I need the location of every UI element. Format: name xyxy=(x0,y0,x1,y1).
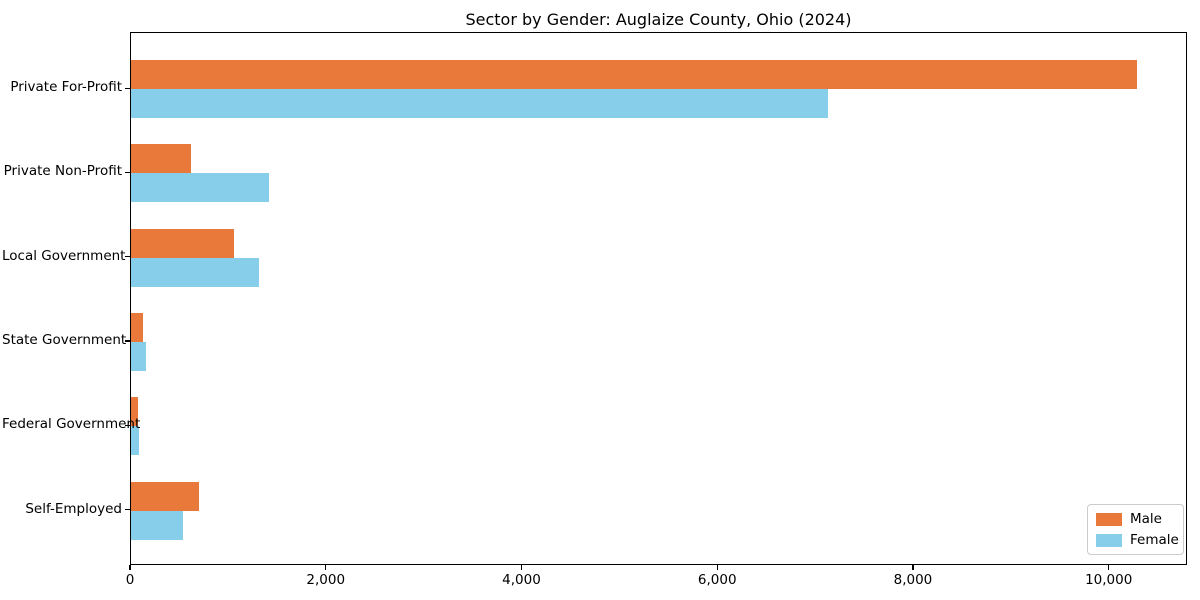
bar-male-private-non-profit xyxy=(131,144,191,174)
legend-label-female: Female xyxy=(1130,532,1179,548)
bar-female-federal-government xyxy=(131,426,139,456)
bar-male-self-employed xyxy=(131,481,199,511)
bar-female-local-government xyxy=(131,257,260,287)
x-tick-label-4000: 4,000 xyxy=(502,572,541,588)
legend-label-male: Male xyxy=(1130,511,1162,527)
y-tick xyxy=(125,171,130,174)
bar-female-self-employed xyxy=(131,510,183,540)
y-tick xyxy=(125,509,130,511)
bar-male-local-government xyxy=(131,228,234,258)
legend-item-male: Male xyxy=(1096,511,1175,527)
male-swatch xyxy=(1096,512,1122,526)
x-tick xyxy=(520,565,523,570)
x-tick xyxy=(912,565,914,570)
legend-item-female: Female xyxy=(1096,532,1179,548)
x-tick-label-6000: 6,000 xyxy=(697,572,737,588)
x-tick xyxy=(129,565,131,570)
chart-title: Sector by Gender: Auglaize County, Ohio … xyxy=(465,10,852,29)
x-tick-label-2000: 2,000 xyxy=(306,572,346,588)
bar-male-federal-government xyxy=(131,397,138,427)
bar-female-private-for-profit xyxy=(131,89,828,118)
y-tick-label-state-government: State Government xyxy=(2,331,127,348)
x-tick-label-8000: 8,000 xyxy=(893,572,933,588)
bar-male-state-government xyxy=(131,312,144,342)
y-tick xyxy=(125,424,130,427)
legend: Male Female xyxy=(1087,504,1184,555)
y-tick-label-private-non-profit: Private Non-Profit xyxy=(3,163,122,180)
x-tick xyxy=(716,565,718,570)
y-tick xyxy=(125,256,130,258)
y-tick-label-local-government: Local Government xyxy=(2,247,126,264)
plot-area: Male Female xyxy=(130,32,1187,565)
bar-female-state-government xyxy=(131,341,146,371)
x-tick-label-10000: 10,000 xyxy=(1085,572,1133,588)
y-tick-label-private-for-profit: Private For-Profit xyxy=(10,79,122,95)
female-swatch xyxy=(1096,533,1122,547)
bar-male-private-for-profit xyxy=(131,60,1138,89)
bar-female-private-non-profit xyxy=(131,173,269,203)
y-tick-label-self-employed: Self-Employed xyxy=(25,500,122,517)
y-tick-label-federal-government: Federal Government xyxy=(2,416,141,433)
y-tick xyxy=(125,340,130,342)
x-tick-label-0: 0 xyxy=(125,572,135,588)
y-tick xyxy=(125,87,130,89)
x-tick xyxy=(1108,565,1110,570)
x-tick xyxy=(325,565,327,570)
